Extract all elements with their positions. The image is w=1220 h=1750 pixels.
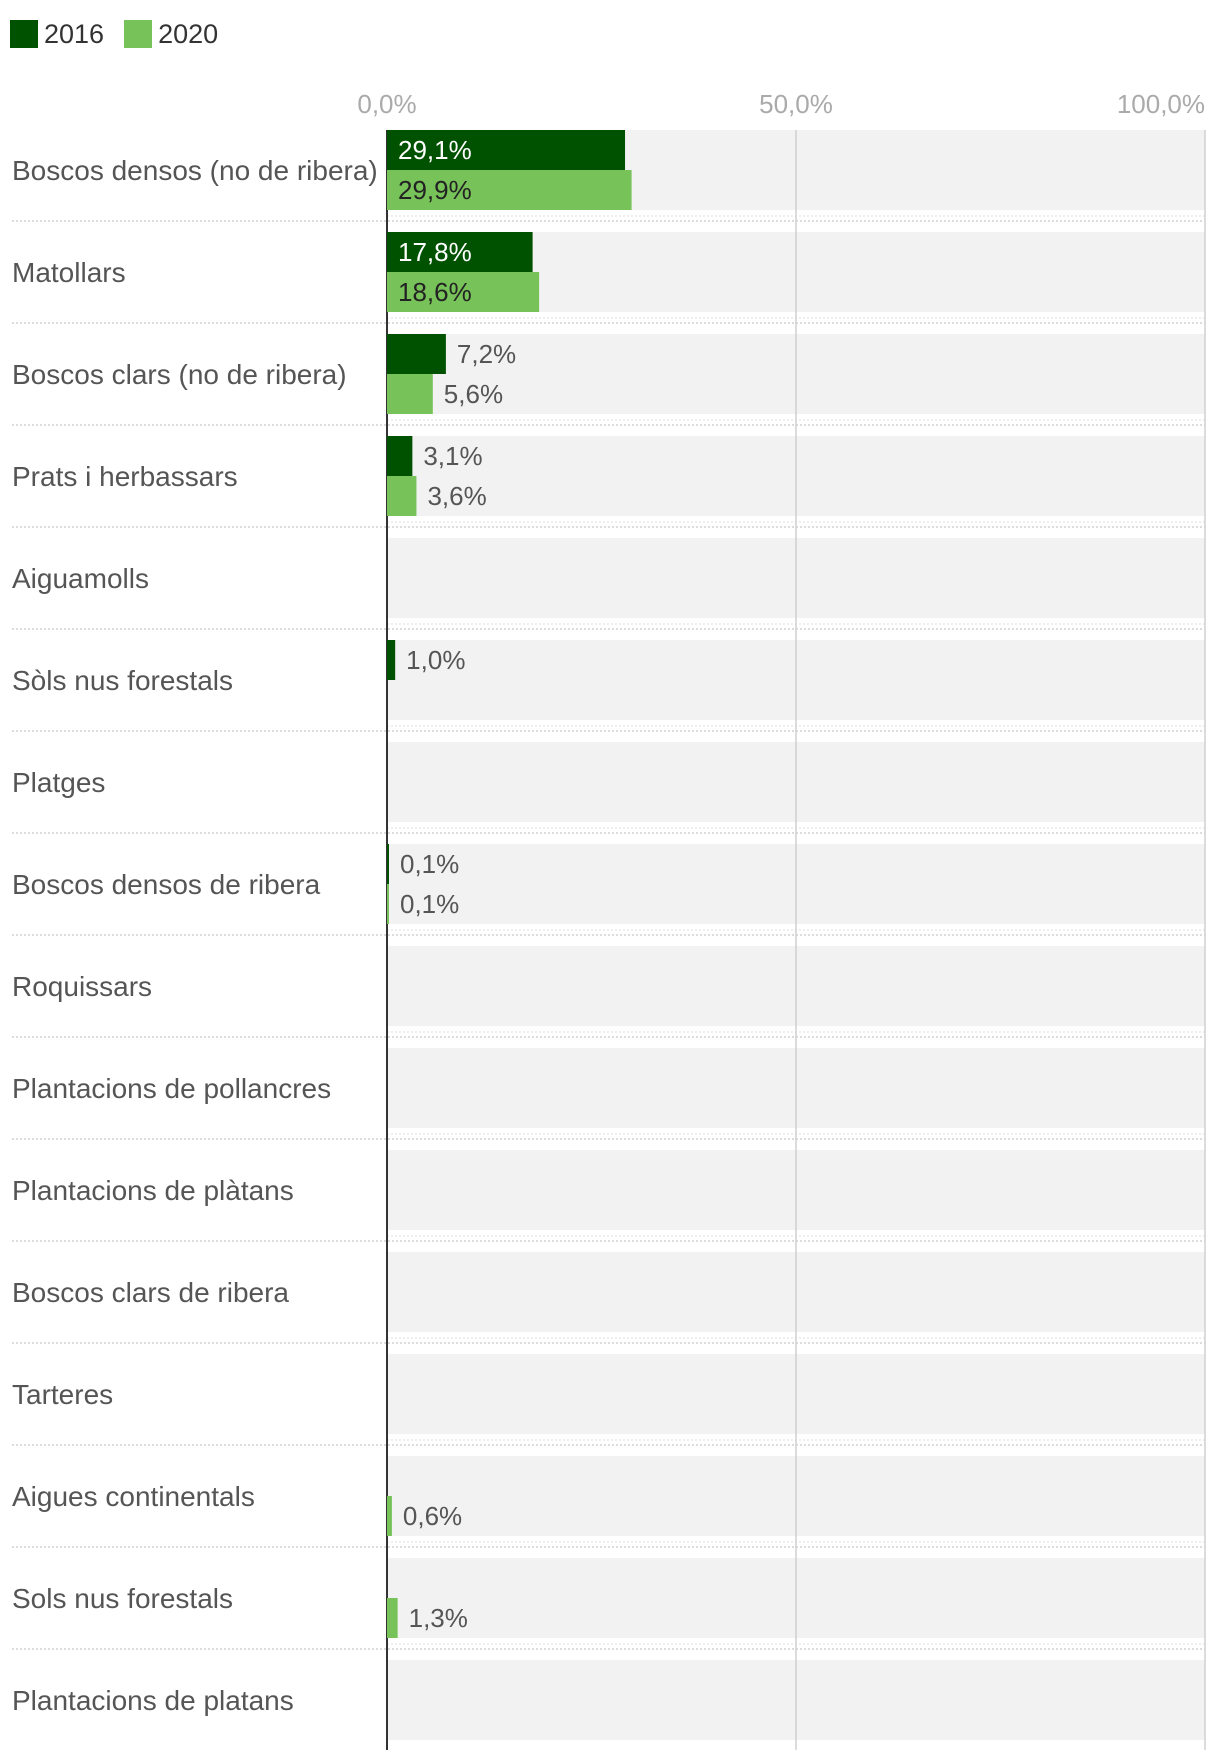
bar-2020 [387, 884, 389, 924]
legend-label: 2016 [44, 18, 105, 49]
bar-2016 [387, 436, 413, 476]
category-label: Boscos densos de ribera [12, 869, 321, 900]
bar-2020 [387, 1598, 398, 1638]
category-label: Aiguamolls [12, 563, 149, 594]
legend: 2016 2020 [10, 19, 238, 49]
bar-2016 [387, 232, 533, 272]
bar-2020 [387, 374, 433, 414]
value-label: 5,6% [444, 379, 503, 409]
category-label: Plantacions de platans [12, 1685, 294, 1716]
value-label: 1,3% [409, 1603, 468, 1633]
value-label: 1,0% [406, 645, 465, 675]
value-label: 0,6% [403, 1501, 462, 1531]
value-label: 3,1% [423, 441, 482, 471]
bar-2020 [387, 476, 417, 516]
value-label: 17,8% [398, 237, 472, 267]
legend-item: 2016 [10, 19, 104, 50]
bar-2016 [387, 640, 396, 680]
category-label: Tarteres [12, 1379, 113, 1410]
category-label: Aigues continentals [12, 1481, 255, 1512]
category-label: Sols nus forestals [12, 1583, 233, 1614]
category-label: Matollars [12, 257, 126, 288]
value-label: 29,1% [398, 135, 472, 165]
value-label: 0,1% [400, 889, 459, 919]
category-label: Sòls nus forestals [12, 665, 233, 696]
legend-swatch [10, 20, 38, 48]
x-tick-label: 50,0% [759, 89, 833, 119]
bar-2016 [387, 844, 389, 884]
value-label: 7,2% [457, 339, 516, 369]
legend-item: 2020 [124, 19, 218, 50]
value-label: 29,9% [398, 175, 472, 205]
bar-2020 [387, 170, 632, 210]
category-label: Roquissars [12, 971, 152, 1002]
category-label: Platges [12, 767, 105, 798]
value-label: 3,6% [427, 481, 486, 511]
bar-2016 [387, 130, 626, 170]
category-label: Prats i herbassars [12, 461, 238, 492]
bar-2020 [387, 272, 540, 312]
legend-label: 2020 [158, 18, 219, 49]
value-label: 18,6% [398, 277, 472, 307]
bar-2016 [387, 334, 446, 374]
bar-2020 [387, 1496, 392, 1536]
x-tick-label: 0,0% [357, 89, 416, 119]
x-tick-label: 100,0% [1117, 89, 1205, 119]
value-label: 0,1% [400, 849, 459, 879]
legend-swatch [124, 20, 153, 48]
category-label: Boscos densos (no de ribera) [12, 155, 378, 186]
category-label: Boscos clars de ribera [12, 1277, 289, 1308]
category-label: Plantacions de plàtans [12, 1175, 294, 1206]
category-label: Plantacions de pollancres [12, 1073, 331, 1104]
category-label: Boscos clars (no de ribera) [12, 359, 347, 390]
